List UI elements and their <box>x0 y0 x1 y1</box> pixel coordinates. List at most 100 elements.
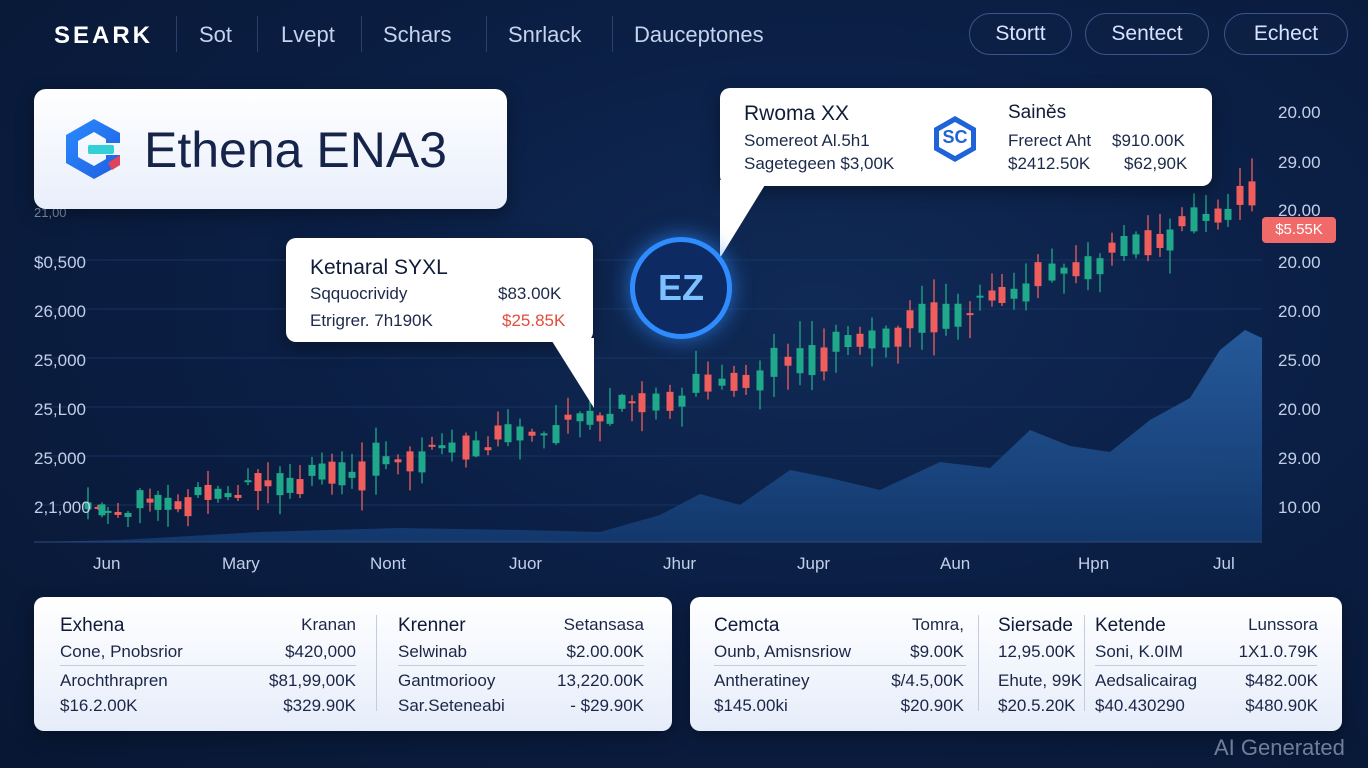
candle-body <box>1060 267 1068 274</box>
x-tick: Jhur <box>663 554 697 573</box>
candle-body <box>638 393 646 413</box>
callout-row-value: $25.85K <box>502 311 566 330</box>
y-tick-left: 25,L00 <box>34 400 86 419</box>
x-tick: Jupr <box>797 554 831 573</box>
y-tick-left: 25,000 <box>34 449 86 468</box>
panel-divider <box>714 665 966 666</box>
top-nav: SEARK Sot Lvept Schars Snrlack Daucepton… <box>0 0 1368 70</box>
candle-body <box>1214 208 1222 223</box>
candle-body <box>882 328 890 348</box>
candle-body <box>628 401 636 404</box>
candle-body <box>988 290 996 301</box>
nav-button-select[interactable]: Sentect <box>1085 13 1209 55</box>
candle-body <box>976 295 984 298</box>
candle-body <box>576 413 584 422</box>
candle-body <box>1084 256 1092 280</box>
candle-body <box>494 425 502 440</box>
candle-body <box>966 313 974 316</box>
candle-body <box>472 440 480 457</box>
candle-body <box>528 431 536 436</box>
panel-row-label: $40.430290 <box>1095 696 1185 715</box>
ez-token-badge: EZ <box>630 237 732 339</box>
y-tick-right: 29.00 <box>1278 153 1321 172</box>
candle-body <box>1178 216 1186 227</box>
y-tick-right: 20.00 <box>1278 253 1321 272</box>
panel-divider <box>398 665 644 666</box>
panel-row-value: - $29.90K <box>570 696 644 715</box>
nav-button-check[interactable]: Echect <box>1224 13 1348 55</box>
stats-panel-left: Exhena Kranan Cone, Pnobsrior $420,000 A… <box>34 597 672 731</box>
panel-row-value: $2.00.00K <box>566 642 644 661</box>
candle-body <box>318 463 326 480</box>
nav-divider <box>176 16 177 52</box>
brand-logo-text[interactable]: SEARK <box>54 22 154 49</box>
candle-body <box>394 459 402 463</box>
panel-row-label: Gantmoriooy <box>398 671 496 690</box>
candle-body <box>308 464 316 476</box>
callout-row-label: $2412.50K <box>1008 154 1091 173</box>
candle-body <box>930 302 938 333</box>
candle-body <box>552 425 560 444</box>
candle-body <box>94 506 102 509</box>
x-tick: Juor <box>509 554 543 573</box>
candle-body <box>844 335 852 348</box>
panel-row-value: $81,99,00K <box>269 671 356 690</box>
info-callout-right: Rwoma XX Somereot Al.5h1 Sagetegeen $3,0… <box>720 88 1212 186</box>
y-tick-right: 29.00 <box>1278 449 1321 468</box>
panel-divider <box>60 665 356 666</box>
candle-body <box>540 433 548 436</box>
candle-body <box>146 498 154 503</box>
nav-divider <box>486 16 487 52</box>
callout-row-label: Sqquocrividy <box>310 284 408 303</box>
candle-body <box>808 345 816 376</box>
panel-row-value: 1X1.0.79K <box>1238 642 1318 661</box>
panel-row-label: Arochthrapren <box>60 671 168 690</box>
candle-body <box>1010 288 1018 299</box>
candle-body <box>484 447 492 451</box>
candle-body <box>348 471 356 478</box>
candle-body <box>1166 229 1174 251</box>
y-tick-right: 20.00 <box>1278 400 1321 419</box>
candle-body <box>154 494 162 510</box>
nav-button-start[interactable]: Stortt <box>969 13 1072 55</box>
candle-body <box>406 451 414 472</box>
candle-body <box>596 415 604 422</box>
volume-area <box>34 330 1262 542</box>
candle-body <box>1108 242 1116 253</box>
nav-item[interactable]: Snrlack <box>508 22 582 47</box>
title-card: Ethena ENA3 <box>34 89 507 209</box>
nav-item[interactable]: Dauceptones <box>634 22 764 47</box>
candle-body <box>234 494 242 498</box>
page-title: Ethena ENA3 <box>144 122 447 178</box>
y-tick-left: 25,000 <box>34 351 86 370</box>
candle-body <box>428 444 436 447</box>
panel-header-value: Lunssora <box>1248 615 1318 634</box>
y-tick-left: 2,1,000 <box>34 498 91 517</box>
panel-header-label: Exhena <box>60 615 125 636</box>
candle-body <box>164 497 172 510</box>
panel-row-label: $16.2.00K <box>60 696 138 715</box>
candle-body <box>84 502 92 510</box>
callout-row-value: $910.00K <box>1112 131 1185 150</box>
panel-row-value: 13,220.00K <box>557 671 644 690</box>
candle-body <box>244 480 252 483</box>
candle-body <box>718 378 726 386</box>
callout-right-pointer <box>720 180 768 258</box>
candle-body <box>770 347 778 377</box>
candle-body <box>1034 262 1042 287</box>
panel-row-value: $420,000 <box>285 642 356 661</box>
candle-body <box>1236 185 1244 205</box>
nav-item[interactable]: Schars <box>383 22 452 47</box>
callout-row-value: $62,90K <box>1124 154 1188 173</box>
y-tick-right: 25.00 <box>1278 351 1321 370</box>
x-tick: Mary <box>222 554 260 573</box>
nav-item[interactable]: Lvept <box>281 22 335 47</box>
candle-body <box>1132 234 1140 255</box>
panel-column-divider <box>376 615 377 711</box>
callout-row-label: Somereot Al.5h1 <box>744 131 870 150</box>
panel-row-label: Cone, Pnobsrior <box>60 642 183 661</box>
candle-body <box>254 473 262 492</box>
panel-row-value: $480.90K <box>1245 696 1318 715</box>
nav-item[interactable]: Sot <box>199 22 233 47</box>
watermark-text: AI Generated <box>1214 735 1345 760</box>
